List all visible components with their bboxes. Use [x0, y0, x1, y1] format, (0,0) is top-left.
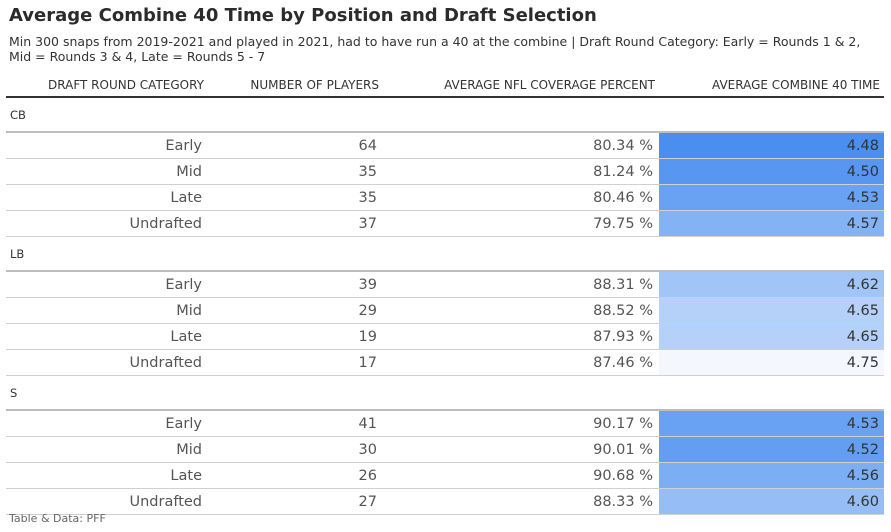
category-cell: Mid — [6, 297, 208, 324]
category-cell: Late — [6, 462, 208, 489]
column-header: AVERAGE NFL COVERAGE PERCENT — [383, 74, 659, 98]
time-cell: 4.52 — [659, 436, 884, 463]
column-header: AVERAGE COMBINE 40 TIME — [659, 74, 884, 98]
coverage-cell: 81.24 % — [383, 158, 659, 185]
table-row: Mid 35 81.24 % 4.50 — [6, 158, 884, 185]
group-label: LB — [6, 236, 884, 272]
coverage-cell: 80.46 % — [383, 184, 659, 211]
coverage-cell: 90.17 % — [383, 410, 659, 437]
table-row: Early 41 90.17 % 4.53 — [6, 410, 884, 437]
time-cell: 4.50 — [659, 158, 884, 185]
coverage-cell: 88.33 % — [383, 488, 659, 515]
coverage-cell: 87.93 % — [383, 323, 659, 350]
group-row: S — [6, 375, 884, 411]
group-label: S — [6, 375, 884, 411]
source-note: Table & Data: PFF — [9, 512, 106, 525]
coverage-cell: 88.52 % — [383, 297, 659, 324]
chart-subtitle: Min 300 snaps from 2019-2021 and played … — [9, 34, 861, 64]
players-cell: 64 — [208, 132, 383, 159]
players-cell: 30 — [208, 436, 383, 463]
table-body: CB Early 64 80.34 % 4.48 Mid 35 81.24 % 4.50 Late… — [6, 97, 884, 515]
time-cell: 4.57 — [659, 210, 884, 237]
players-cell: 41 — [208, 410, 383, 437]
players-cell: 39 — [208, 271, 383, 298]
players-cell: 29 — [208, 297, 383, 324]
time-cell: 4.62 — [659, 271, 884, 298]
group-row: LB — [6, 236, 884, 272]
coverage-cell: 90.68 % — [383, 462, 659, 489]
chart-title: Average Combine 40 Time by Position and … — [9, 5, 597, 26]
time-cell: 4.65 — [659, 323, 884, 350]
category-cell: Early — [6, 410, 208, 437]
table-row: Late 35 80.46 % 4.53 — [6, 184, 884, 211]
players-cell: 26 — [208, 462, 383, 489]
header-row: DRAFT ROUND CATEGORY NUMBER OF PLAYERS A… — [6, 74, 884, 98]
players-cell: 17 — [208, 349, 383, 376]
table-row: Early 64 80.34 % 4.48 — [6, 132, 884, 159]
category-cell: Early — [6, 271, 208, 298]
time-cell: 4.75 — [659, 349, 884, 376]
time-cell: 4.53 — [659, 410, 884, 437]
coverage-cell: 79.75 % — [383, 210, 659, 237]
coverage-cell: 88.31 % — [383, 271, 659, 298]
column-header: NUMBER OF PLAYERS — [208, 74, 383, 98]
players-cell: 19 — [208, 323, 383, 350]
table-row: Undrafted 37 79.75 % 4.57 — [6, 210, 884, 237]
category-cell: Late — [6, 184, 208, 211]
players-cell: 37 — [208, 210, 383, 237]
players-cell: 35 — [208, 184, 383, 211]
table-row: Early 39 88.31 % 4.62 — [6, 271, 884, 298]
time-cell: 4.60 — [659, 488, 884, 515]
time-cell: 4.65 — [659, 297, 884, 324]
players-cell: 27 — [208, 488, 383, 515]
category-cell: Mid — [6, 436, 208, 463]
table-row: Undrafted 17 87.46 % 4.75 — [6, 349, 884, 376]
table-row: Undrafted 27 88.33 % 4.60 — [6, 488, 884, 515]
table-row: Late 26 90.68 % 4.56 — [6, 462, 884, 489]
time-cell: 4.56 — [659, 462, 884, 489]
column-header: DRAFT ROUND CATEGORY — [6, 74, 208, 98]
table-row: Late 19 87.93 % 4.65 — [6, 323, 884, 350]
category-cell: Undrafted — [6, 488, 208, 515]
group-row: CB — [6, 97, 884, 133]
coverage-cell: 80.34 % — [383, 132, 659, 159]
category-cell: Early — [6, 132, 208, 159]
group-label: CB — [6, 97, 884, 133]
category-cell: Undrafted — [6, 349, 208, 376]
time-cell: 4.53 — [659, 184, 884, 211]
category-cell: Undrafted — [6, 210, 208, 237]
table-row: Mid 29 88.52 % 4.65 — [6, 297, 884, 324]
table-row: Mid 30 90.01 % 4.52 — [6, 436, 884, 463]
coverage-cell: 90.01 % — [383, 436, 659, 463]
coverage-cell: 87.46 % — [383, 349, 659, 376]
data-table: DRAFT ROUND CATEGORY NUMBER OF PLAYERS A… — [6, 74, 884, 515]
time-cell: 4.48 — [659, 132, 884, 159]
category-cell: Mid — [6, 158, 208, 185]
category-cell: Late — [6, 323, 208, 350]
players-cell: 35 — [208, 158, 383, 185]
